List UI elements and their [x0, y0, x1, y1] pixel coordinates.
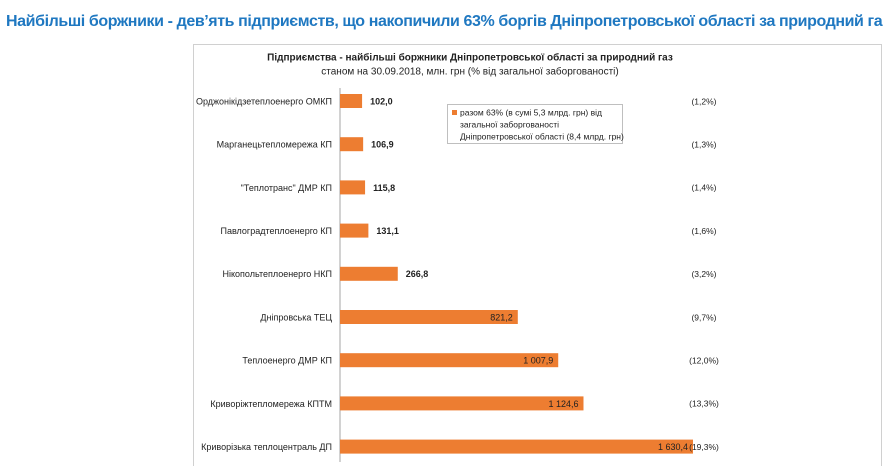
bar — [340, 223, 369, 238]
category-label: Теплоенерго ДМР КП — [242, 356, 332, 366]
value-label: 1 124,6 — [548, 399, 578, 409]
legend-box — [447, 104, 623, 144]
value-label: 1 007,9 — [523, 356, 553, 366]
legend-swatch — [452, 110, 457, 115]
category-label: "Теплотранс" ДМР КП — [241, 183, 332, 193]
legend-text: Дніпропетровської області (8,4 млрд. грн… — [460, 131, 624, 141]
share-label: (9,7%) — [691, 312, 716, 322]
legend-text: разом 63% (в сумі 5,3 млрд. грн) від — [460, 107, 602, 117]
category-label: Криворізька теплоцентраль ДП — [201, 442, 332, 452]
chart-subtitle: станом на 30.09.2018, млн. грн (% від за… — [321, 66, 618, 78]
page-title: Найбільші боржники - дев’ять підприємств… — [6, 13, 883, 30]
share-label: (19,3%) — [689, 442, 719, 452]
category-label: Дніпровська ТЕЦ — [260, 312, 332, 322]
value-label: 131,1 — [376, 226, 399, 236]
share-label: (3,2%) — [691, 269, 716, 279]
bar — [340, 310, 518, 324]
share-label: (13,3%) — [689, 399, 719, 409]
bar — [340, 266, 398, 281]
bar — [340, 396, 584, 411]
category-label: Павлоградтеплоенерго КП — [221, 226, 333, 236]
chart-title: Підприємства - найбільші боржники Дніпро… — [267, 52, 673, 64]
value-label: 102,0 — [370, 96, 393, 106]
category-label: Марганецьтепломережа КП — [217, 140, 332, 150]
share-label: (1,3%) — [691, 139, 716, 149]
share-label: (1,2%) — [691, 96, 716, 106]
value-label: 106,9 — [371, 140, 394, 150]
category-label: Криворіжтепломережа КПТМ — [210, 399, 332, 409]
share-label: (12,0%) — [689, 355, 719, 365]
value-label: 821,2 — [490, 312, 513, 322]
share-label: (1,4%) — [691, 183, 716, 193]
bar — [340, 353, 559, 368]
bar — [340, 137, 364, 152]
bar — [340, 180, 366, 195]
bar — [340, 439, 693, 454]
legend-text: загальної заборгованості — [460, 119, 559, 129]
share-label: (1,6%) — [691, 226, 716, 236]
chart-frame — [193, 44, 882, 471]
bar — [340, 94, 363, 108]
value-label: 266,8 — [406, 269, 429, 279]
category-label: Орджонікідзетеплоенерго ОМКП — [196, 96, 332, 106]
category-label: Нікопольтеплоенерго НКП — [222, 269, 332, 279]
value-label: 115,8 — [373, 183, 395, 193]
value-label: 1 630,4 — [658, 442, 688, 452]
